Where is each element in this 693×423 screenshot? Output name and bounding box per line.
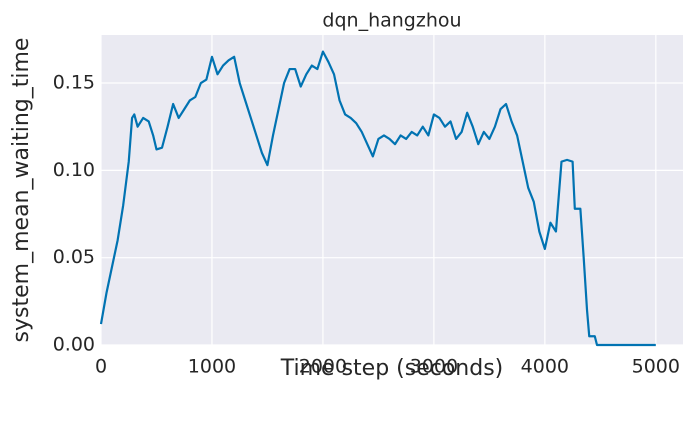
x-tick-label: 4000: [521, 356, 569, 378]
x-tick-label: 3000: [410, 356, 458, 378]
y-tick-label: 0.00: [53, 334, 95, 356]
y-tick-label: 0.15: [53, 72, 95, 94]
y-tick-label: 0.10: [53, 159, 95, 181]
x-tick-label: 1000: [188, 356, 236, 378]
x-tick-label: 0: [95, 356, 107, 378]
x-tick-label: 2000: [299, 356, 347, 378]
y-tick-label: 0.05: [53, 246, 95, 268]
plot-area: [101, 35, 683, 345]
y-axis-label: system_mean_waiting_time: [9, 38, 34, 343]
chart-title: dqn_hangzhou: [322, 10, 461, 32]
x-axis-label: Time step (seconds): [280, 356, 504, 381]
data-line: [99, 50, 656, 347]
x-tick-label: 5000: [632, 356, 680, 378]
